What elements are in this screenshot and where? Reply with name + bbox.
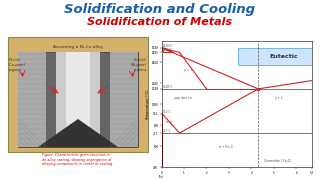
Bar xyxy=(8,37,148,152)
Text: Solidification and Cooling: Solidification and Cooling xyxy=(64,3,256,17)
Text: Ni-rich
(Cu-poor)
regions: Ni-rich (Cu-poor) regions xyxy=(9,58,26,72)
Text: 1538°C: 1538°C xyxy=(163,44,173,48)
Bar xyxy=(110,52,138,147)
Text: Figure: Characteristic grain structure in
an alloy casting, showing segregation : Figure: Characteristic grain structure i… xyxy=(43,153,114,166)
Text: 1495°C: 1495°C xyxy=(163,48,173,52)
Text: Cu-rich
(Ni-poor)
regions: Cu-rich (Ni-poor) regions xyxy=(131,58,147,72)
FancyBboxPatch shape xyxy=(238,48,320,65)
Y-axis label: Temperature (°C): Temperature (°C) xyxy=(146,89,150,120)
Bar xyxy=(18,52,138,147)
Text: Cementite (Fe$_3$C): Cementite (Fe$_3$C) xyxy=(263,157,292,165)
Text: Assuming a Ni-Cu alloy: Assuming a Ni-Cu alloy xyxy=(53,45,103,49)
Text: 1148°C: 1148°C xyxy=(163,85,173,89)
Text: 727°C: 727°C xyxy=(163,129,171,133)
Text: $\gamma$ + L: $\gamma$ + L xyxy=(274,94,284,102)
Text: Eutectic: Eutectic xyxy=(270,54,298,59)
Text: 912°C: 912°C xyxy=(163,110,171,114)
Bar xyxy=(18,52,46,147)
Text: $\gamma$ + L: $\gamma$ + L xyxy=(183,66,194,74)
Polygon shape xyxy=(38,119,118,147)
Text: $\gamma$ austenite: $\gamma$ austenite xyxy=(173,94,193,102)
Bar xyxy=(66,52,90,147)
Text: Solidification of Metals: Solidification of Metals xyxy=(87,17,233,27)
Bar xyxy=(56,52,100,147)
Text: $\alpha$+$\gamma$: $\alpha$+$\gamma$ xyxy=(165,118,174,126)
Text: $\alpha$ + Fe$_3$C: $\alpha$ + Fe$_3$C xyxy=(218,143,234,151)
